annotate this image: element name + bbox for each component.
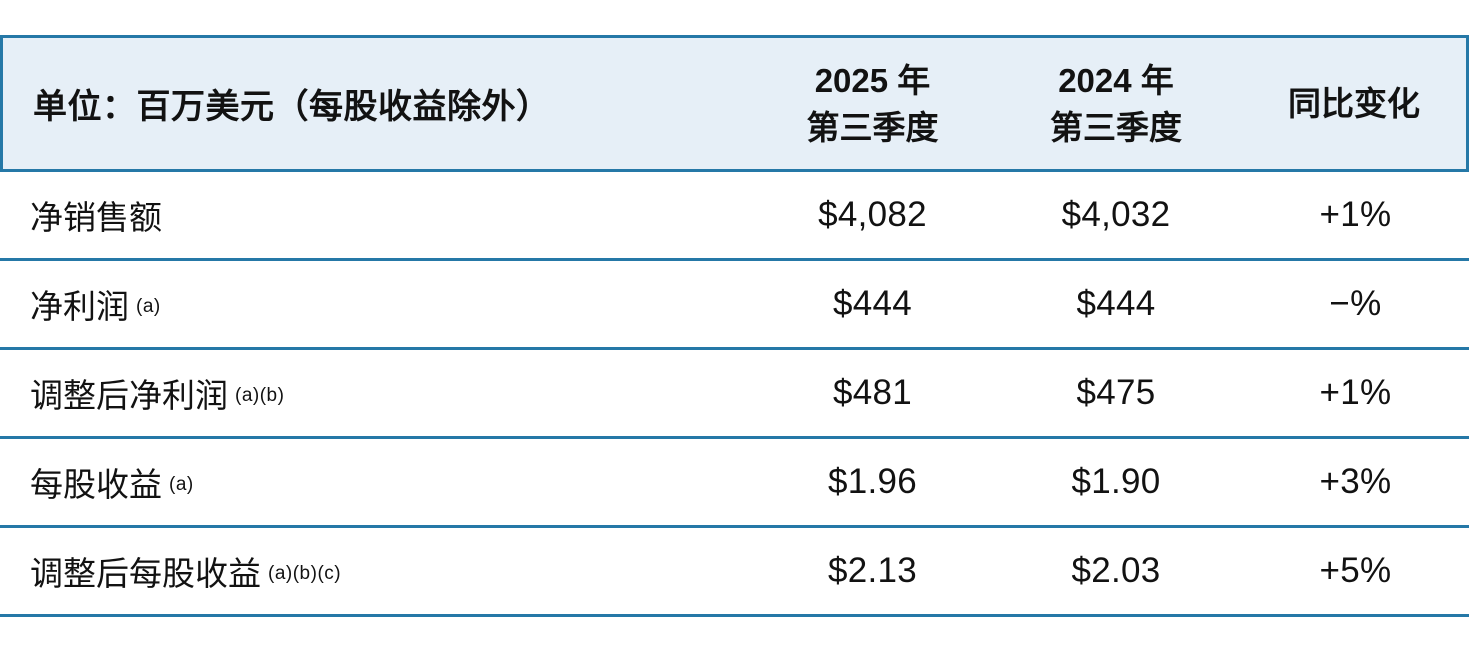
column-header-q3-2025-line2: 第三季度 bbox=[806, 108, 939, 146]
value-q3-2024: $2.03 bbox=[1071, 551, 1161, 590]
row-label: 每股收益 bbox=[30, 466, 162, 503]
column-header-q3-2024-line1: 2024 年 bbox=[1058, 61, 1174, 99]
value-yoy: +1% bbox=[1319, 195, 1392, 234]
row-label-cell: 净销售额 bbox=[0, 191, 755, 239]
table-row-net-income: 净利润 (a) $444 $444 −% bbox=[0, 261, 1469, 350]
value-q3-2024: $444 bbox=[1076, 284, 1156, 323]
value-q3-2025: $1.96 bbox=[827, 462, 918, 501]
row-label: 调整后每股收益 bbox=[30, 555, 261, 592]
table-row-adjusted-net-income: 调整后净利润 (a)(b) $481 $475 +1% bbox=[0, 350, 1469, 439]
row-label-cell: 每股收益 (a) bbox=[0, 458, 755, 506]
table-row-adjusted-eps: 调整后每股收益 (a)(b)(c) $2.13 $2.03 +5% bbox=[0, 528, 1469, 617]
column-header-q3-2025-line1: 2025 年 bbox=[814, 61, 931, 99]
footnote-marker: (a) bbox=[136, 295, 161, 317]
footnote-marker: (a)(b) bbox=[235, 384, 285, 406]
column-header-yoy-change: 同比变化 bbox=[1288, 85, 1420, 122]
table-row-eps: 每股收益 (a) $1.96 $1.90 +3% bbox=[0, 439, 1469, 528]
row-label: 净销售额 bbox=[30, 199, 162, 236]
row-label: 调整后净利润 bbox=[30, 377, 228, 414]
value-yoy: +3% bbox=[1319, 462, 1392, 501]
table-header-row: 单位：百万美元（每股收益除外） 2025 年 第三季度 2024 年 第三季度 … bbox=[0, 35, 1469, 172]
value-yoy: +5% bbox=[1319, 551, 1392, 590]
unit-header: 单位：百万美元（每股收益除外） bbox=[33, 88, 551, 126]
value-yoy: −% bbox=[1329, 284, 1382, 323]
value-q3-2025: $4,082 bbox=[818, 195, 927, 234]
value-q3-2024: $4,032 bbox=[1061, 195, 1171, 234]
value-q3-2025: $2.13 bbox=[827, 551, 918, 590]
row-label: 净利润 bbox=[30, 288, 129, 325]
row-label-cell: 调整后净利润 (a)(b) bbox=[0, 369, 755, 417]
column-header-q3-2025: 2025 年 第三季度 bbox=[755, 57, 990, 151]
value-q3-2024: $475 bbox=[1076, 373, 1156, 412]
financial-summary-table: 单位：百万美元（每股收益除外） 2025 年 第三季度 2024 年 第三季度 … bbox=[0, 35, 1469, 617]
column-header-q3-2024: 2024 年 第三季度 bbox=[990, 57, 1242, 151]
table-row-net-sales: 净销售额 $4,082 $4,032 +1% bbox=[0, 172, 1469, 261]
value-q3-2024: $1.90 bbox=[1071, 462, 1161, 501]
column-header-q3-2024-line2: 第三季度 bbox=[1050, 108, 1182, 146]
row-label-cell: 调整后每股收益 (a)(b)(c) bbox=[0, 547, 755, 595]
value-q3-2025: $481 bbox=[832, 373, 913, 412]
row-label-cell: 净利润 (a) bbox=[0, 280, 755, 328]
value-q3-2025: $444 bbox=[832, 284, 913, 323]
value-yoy: +1% bbox=[1319, 373, 1392, 412]
footnote-marker: (a)(b)(c) bbox=[268, 562, 342, 584]
footnote-marker: (a) bbox=[169, 473, 194, 495]
